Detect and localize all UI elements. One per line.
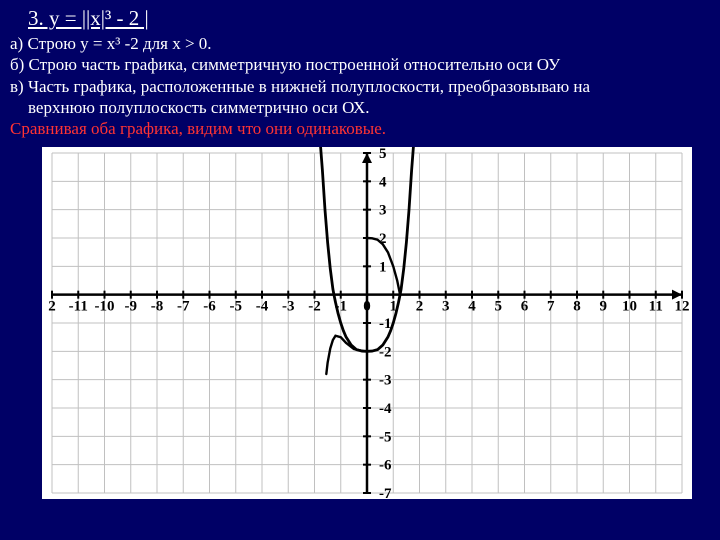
svg-text:2: 2 <box>48 299 56 315</box>
svg-text:-11: -11 <box>69 299 88 315</box>
svg-text:-5: -5 <box>379 430 392 446</box>
svg-text:3: 3 <box>379 203 387 219</box>
svg-text:10: 10 <box>622 299 637 315</box>
svg-text:3: 3 <box>442 299 450 315</box>
step-a: а) Строю y = x³ -2 для x > 0. <box>10 33 710 54</box>
svg-text:12: 12 <box>675 299 690 315</box>
svg-text:-7: -7 <box>379 486 392 499</box>
svg-text:-8: -8 <box>151 299 164 315</box>
svg-text:-3: -3 <box>282 299 295 315</box>
svg-text:5: 5 <box>495 299 503 315</box>
svg-text:4: 4 <box>468 299 476 315</box>
svg-text:9: 9 <box>600 299 608 315</box>
step-c-line1: в) Часть графика, расположенные в нижней… <box>10 76 710 97</box>
svg-text:2: 2 <box>416 299 424 315</box>
svg-text:5: 5 <box>379 147 387 162</box>
conclusion: Сравнивая оба графика, видим что они оди… <box>10 118 710 139</box>
svg-text:4: 4 <box>379 175 387 191</box>
svg-text:11: 11 <box>649 299 663 315</box>
svg-text:-7: -7 <box>177 299 190 315</box>
svg-text:-6: -6 <box>379 458 392 474</box>
svg-text:-6: -6 <box>203 299 216 315</box>
svg-text:-4: -4 <box>256 299 269 315</box>
svg-text:-9: -9 <box>125 299 138 315</box>
svg-text:-4: -4 <box>379 401 392 417</box>
svg-text:0: 0 <box>363 299 371 315</box>
task-title: 3. y = ||x|³ - 2 | <box>28 6 710 31</box>
svg-text:-10: -10 <box>95 299 115 315</box>
svg-text:-2: -2 <box>308 299 321 315</box>
svg-text:1: 1 <box>379 260 387 276</box>
svg-text:8: 8 <box>573 299 581 315</box>
svg-text:6: 6 <box>521 299 529 315</box>
graph-plot: 2-11-10-9-8-7-6-5-4-3-2-1012345678910111… <box>42 147 692 499</box>
step-c-line2: верхнюю полуплоскость симметрично оси ОХ… <box>28 97 710 118</box>
svg-text:-5: -5 <box>230 299 243 315</box>
svg-text:7: 7 <box>547 299 555 315</box>
svg-text:-3: -3 <box>379 373 392 389</box>
step-b: б) Строю часть графика, симметричную пос… <box>10 54 710 75</box>
